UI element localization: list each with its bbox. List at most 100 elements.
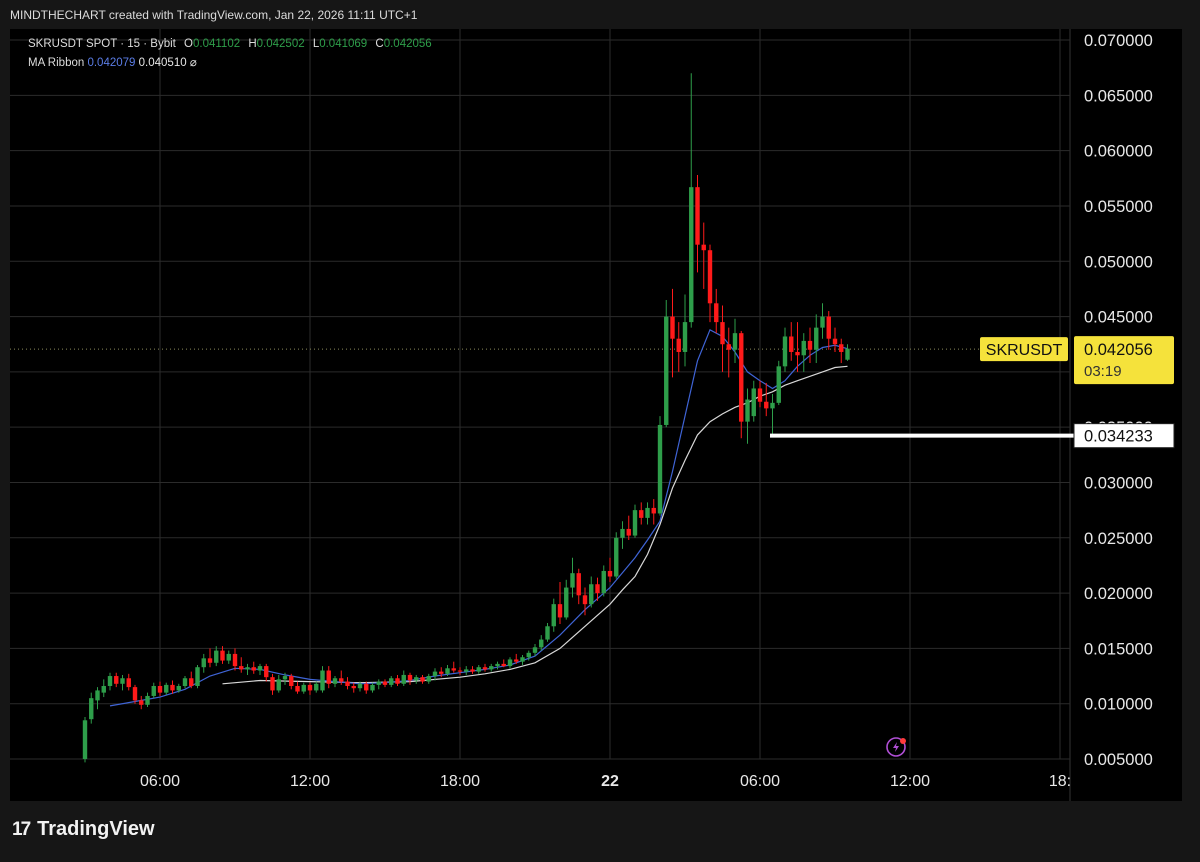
candle-body <box>332 678 338 684</box>
x-tick-label: 22 <box>601 773 619 790</box>
candle <box>701 222 706 289</box>
candle-body <box>664 316 669 425</box>
candle <box>239 657 244 673</box>
grid-layer <box>10 29 1071 801</box>
candle <box>589 576 594 608</box>
candle-body <box>714 303 719 323</box>
candle-body <box>657 424 663 514</box>
x-tick-label: 12:00 <box>890 773 930 790</box>
candle <box>351 682 356 693</box>
tradingview-brand[interactable]: 17 TradingView <box>12 818 155 841</box>
y-tick-label: 0.005000 <box>1084 751 1153 769</box>
ma-slow-line <box>222 365 848 685</box>
last-price-tag-bg <box>1074 336 1174 385</box>
candle-body <box>295 686 300 692</box>
low-value: 0.041069 <box>319 38 368 50</box>
candle-body <box>432 671 438 677</box>
candle-body <box>707 250 713 304</box>
candle <box>420 674 425 684</box>
candle-body <box>270 677 275 691</box>
candle <box>501 659 506 668</box>
candle-body <box>145 695 150 705</box>
price-chart[interactable]: 0.005000 0.010000 0.015000 0.020000 0.025000… <box>10 29 1182 801</box>
candle <box>620 521 625 549</box>
y-tick-label: 0.060000 <box>1084 143 1153 161</box>
symbol-tag-bg <box>980 337 1068 362</box>
x-tick-label: 12:00 <box>290 773 330 790</box>
candle-body <box>839 344 844 352</box>
candle <box>507 657 513 669</box>
candle <box>789 322 794 361</box>
candle <box>176 683 181 693</box>
candle-body <box>164 684 169 693</box>
candle-body <box>720 322 725 345</box>
y-tick-label: 0.045000 <box>1084 309 1153 327</box>
candle-body <box>732 333 738 350</box>
candle <box>639 502 644 525</box>
candle-body <box>795 351 800 356</box>
candle <box>401 670 406 686</box>
candle-body <box>514 659 519 662</box>
candle <box>189 671 194 689</box>
support-tag-value: 0.034233 <box>1084 428 1153 446</box>
candle-body <box>701 244 706 251</box>
candle <box>570 557 575 598</box>
candle <box>426 673 431 684</box>
candle <box>201 653 206 673</box>
candle-body <box>645 507 650 518</box>
close-value: 0.042056 <box>383 38 432 50</box>
candle-body <box>601 570 606 594</box>
candle <box>376 679 381 690</box>
candle <box>832 327 838 352</box>
chart-panel[interactable]: 0.005000 0.010000 0.015000 0.020000 0.025000… <box>10 29 1182 801</box>
candle-body <box>814 327 819 350</box>
candle <box>407 672 413 685</box>
candle <box>264 663 269 682</box>
candle <box>445 664 450 677</box>
candle <box>532 643 538 657</box>
y-tick-label: 0.070000 <box>1084 32 1153 50</box>
candle <box>657 416 663 516</box>
candle <box>732 318 738 364</box>
candle <box>82 716 88 763</box>
candle-body <box>520 657 525 662</box>
candle <box>326 666 331 689</box>
candle-body <box>345 681 350 686</box>
candle-body <box>107 676 113 686</box>
candle <box>220 646 225 664</box>
candle-body <box>276 679 281 691</box>
candle-body <box>95 690 100 701</box>
x-tick-label: 18: <box>1049 773 1071 790</box>
candle <box>632 504 638 538</box>
candle <box>595 577 600 601</box>
candle-body <box>507 659 513 667</box>
support-tag-bg <box>1073 423 1175 449</box>
candle <box>257 663 263 675</box>
y-tick-label: 0.030000 <box>1084 474 1153 492</box>
lightning-icon[interactable] <box>886 737 906 757</box>
candle-body <box>489 666 494 670</box>
candle-body <box>264 666 269 678</box>
candle-body <box>682 322 688 352</box>
candle <box>482 663 488 672</box>
candle <box>345 677 350 690</box>
symbol-title[interactable]: SKRUSDT SPOT · 15 · Bybit <box>28 38 176 50</box>
candle <box>576 568 581 605</box>
candle <box>764 382 769 417</box>
x-tick-label: 18:00 <box>440 773 480 790</box>
candle-body <box>232 653 238 667</box>
y-tick-label: 0.055000 <box>1084 198 1153 216</box>
candle <box>101 679 106 698</box>
candle-body <box>257 666 263 671</box>
y-tick-label: 0.020000 <box>1084 585 1153 603</box>
candle <box>157 681 163 696</box>
candle <box>389 676 394 688</box>
candle-body <box>420 677 425 682</box>
ma-ribbon-name[interactable]: MA Ribbon <box>28 57 85 69</box>
candle <box>695 175 700 273</box>
candle-body <box>126 678 131 688</box>
y-tick-label: 0.065000 <box>1084 87 1153 105</box>
candle <box>689 73 694 328</box>
hidden-eye-icon[interactable]: ⌀ <box>189 57 197 69</box>
